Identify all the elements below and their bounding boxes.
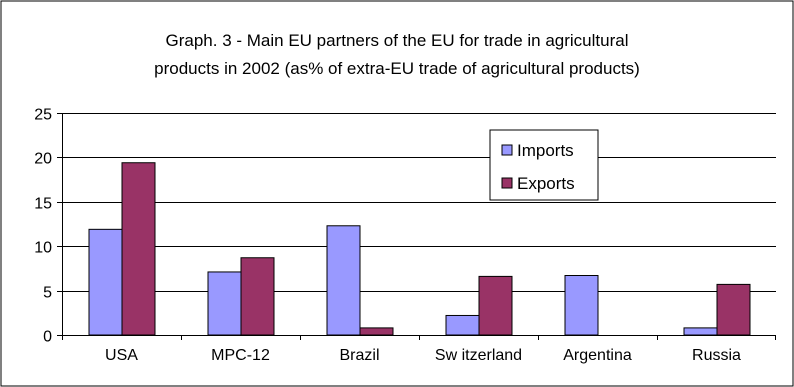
legend-label-imports: Imports: [517, 141, 574, 160]
x-tick-label: Sw itzerland: [435, 347, 522, 364]
legend-label-exports: Exports: [517, 174, 575, 193]
bar-imports-0: [89, 229, 122, 335]
bar-exports-5: [717, 284, 750, 335]
bar-imports-4: [565, 276, 598, 335]
legend-swatch-exports: [502, 178, 512, 188]
bar-imports-1: [208, 272, 241, 335]
x-tick-label: Argentina: [563, 347, 632, 364]
chart-title-line-2: products in 2002 (as% of extra-EU trade …: [154, 59, 640, 78]
y-tick-label: 5: [43, 285, 52, 302]
bar-exports-0: [122, 163, 155, 335]
y-tick-label: 15: [34, 196, 52, 213]
x-tick-label: Russia: [692, 347, 741, 364]
y-tick-label: 25: [34, 107, 52, 124]
y-tick-label: 0: [43, 329, 52, 346]
chart-title-line-1: Graph. 3 - Main EU partners of the EU fo…: [166, 31, 629, 50]
bar-imports-2: [327, 226, 360, 335]
legend: Imports Exports: [490, 130, 598, 200]
x-tick-label: USA: [105, 347, 138, 364]
legend-swatch-imports: [502, 145, 512, 155]
y-tick-label: 20: [34, 151, 52, 168]
y-tick-label: 10: [34, 240, 52, 257]
bar-imports-3: [446, 315, 479, 335]
bar-exports-1: [241, 258, 274, 335]
bar-exports-2: [360, 328, 393, 335]
x-tick-label: MPC-12: [211, 347, 270, 364]
bar-exports-3: [479, 276, 512, 335]
bar-imports-5: [684, 328, 717, 335]
x-tick-label: Brazil: [339, 347, 379, 364]
